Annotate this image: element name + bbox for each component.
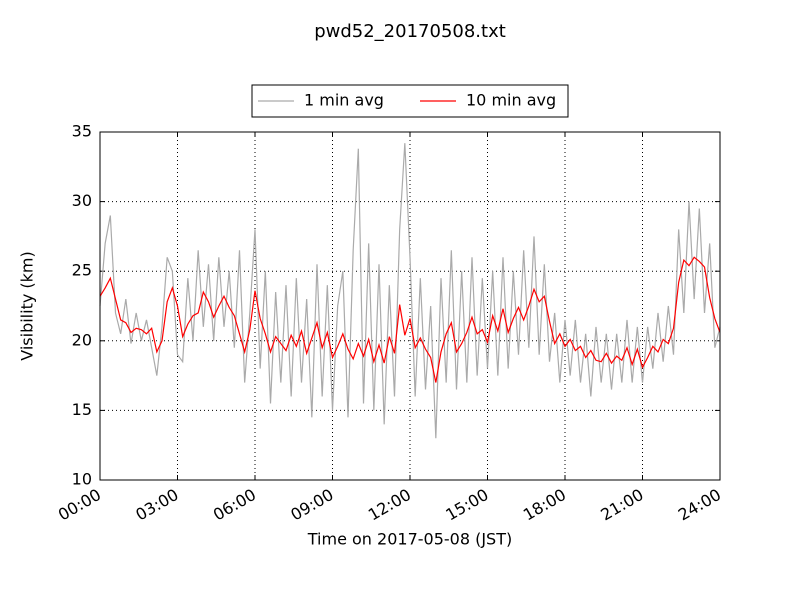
- y-tick-label: 25: [72, 261, 92, 280]
- series-line: [99, 143, 721, 439]
- chart-title: pwd52_20170508.txt: [314, 21, 506, 42]
- y-tick-label: 15: [72, 400, 92, 419]
- series-line: [99, 256, 721, 383]
- plot-frame: [99, 131, 721, 481]
- y-tick-label: 10: [72, 470, 92, 489]
- y-axis-label: Visibility (km): [18, 251, 37, 360]
- y-tick-label: 35: [72, 122, 92, 141]
- legend-label: 1 min avg: [304, 91, 384, 110]
- y-tick-label: 30: [72, 191, 92, 210]
- y-tick-label: 20: [72, 330, 92, 349]
- legend: 1 min avg 10 min avg: [251, 84, 569, 118]
- legend-box: [251, 84, 569, 118]
- legend-label: 10 min avg: [466, 91, 556, 110]
- x-axis-label: Time on 2017-05-08 (JST): [307, 530, 512, 549]
